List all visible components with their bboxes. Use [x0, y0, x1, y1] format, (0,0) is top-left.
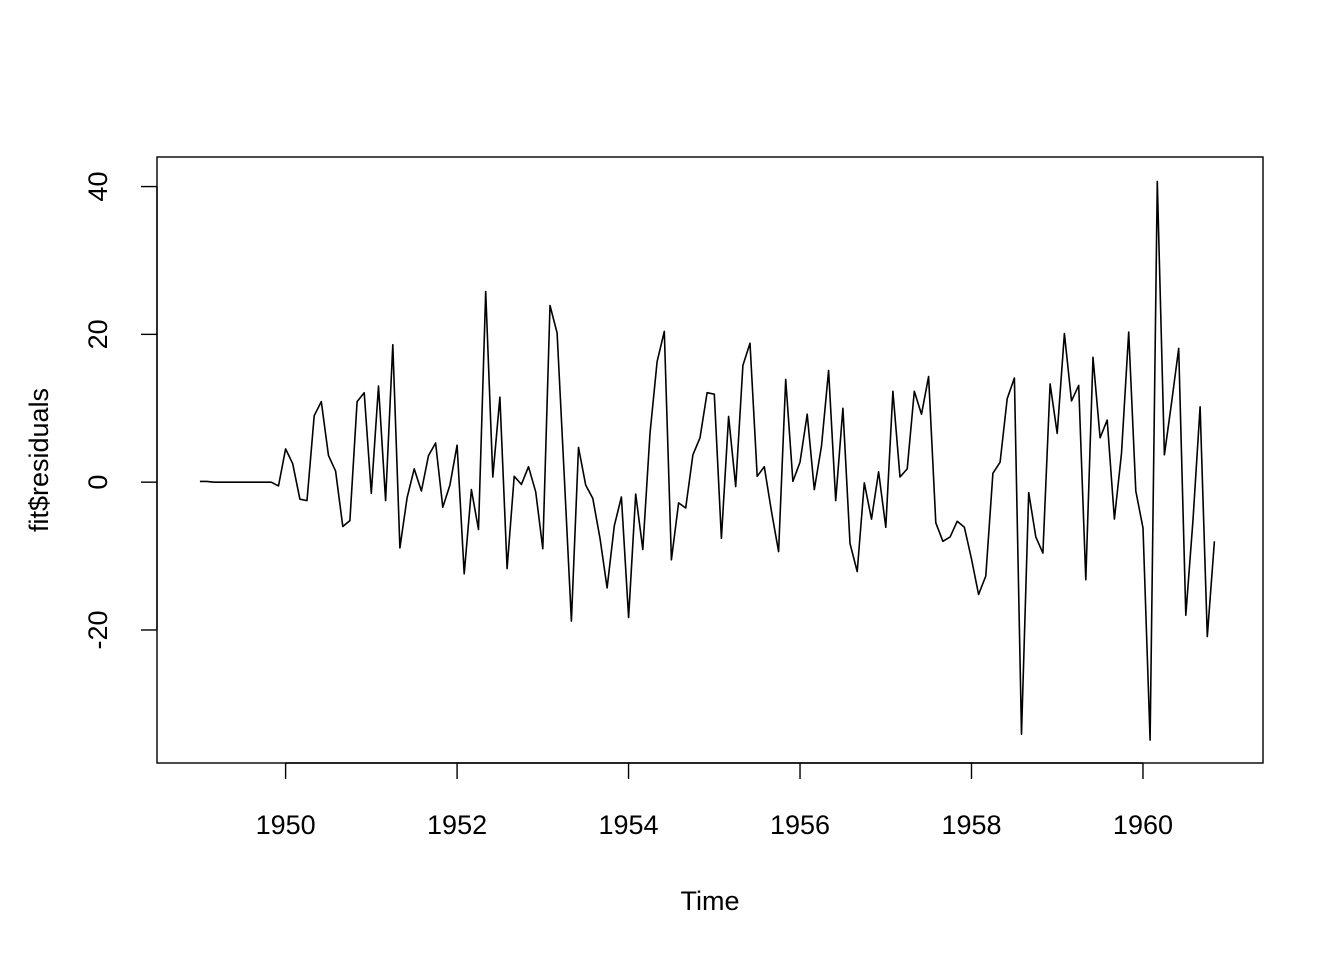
residuals-series-line [199, 180, 1216, 741]
x-tick-label: 1950 [256, 810, 316, 840]
x-tick-label: 1958 [941, 810, 1001, 840]
plot-frame [156, 156, 1264, 764]
y-tick-label: -20 [83, 610, 113, 649]
x-axis: 1950 1952 1954 1956 1958 1960 [256, 762, 1173, 840]
y-tick-label: 20 [83, 319, 113, 349]
y-tick-label: 40 [83, 172, 113, 202]
x-axis-title: Time [681, 886, 740, 916]
y-axis: -20 0 20 40 [83, 172, 158, 649]
y-tick-label: 0 [83, 475, 113, 490]
y-axis-title: fit$residuals [24, 388, 54, 532]
x-tick-label: 1954 [599, 810, 659, 840]
x-tick-label: 1952 [427, 810, 487, 840]
x-tick-label: 1956 [770, 810, 830, 840]
x-tick-label: 1960 [1113, 810, 1173, 840]
